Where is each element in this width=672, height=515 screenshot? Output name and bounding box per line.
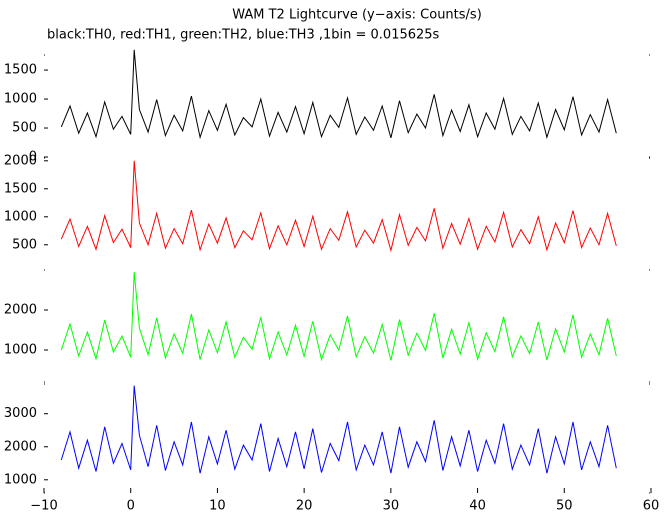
y-tick-label: 500 [12,121,37,136]
x-tick-label: 40 [469,499,486,514]
y-tick-label: 2000 [4,303,37,318]
chart-subtitle: black:TH0, red:TH1, green:TH2, blue:TH3 … [47,28,440,43]
x-tick-label: 0 [127,499,135,514]
x-tick-label: 10 [209,499,226,514]
x-tick-label: 30 [383,499,400,514]
lightcurve-line [60,49,617,140]
y-tick-label: 0 [29,150,37,165]
y-tick-label: 1000 [4,92,37,107]
lightcurve-line [60,385,617,474]
y-tick-label: 1000 [4,472,37,487]
lightcurve-line [60,271,617,362]
x-tick-label: 60 [643,499,660,514]
x-tick-label: 50 [556,499,573,514]
chart-title: WAM T2 Lightcurve (y−axis: Counts/s) [232,8,482,23]
y-tick-label: 2000 [4,153,37,168]
y-tick-label: 1500 [4,181,37,196]
y-tick-label: 500 [12,237,37,252]
x-tick-label: 20 [296,499,313,514]
y-tick-label: 1500 [4,63,37,78]
lightcurve-line [60,160,617,253]
x-tick-label: −10 [30,499,57,514]
y-tick-label: 2000 [4,439,37,454]
y-tick-label: 1000 [4,209,37,224]
y-tick-label: 1000 [4,343,37,358]
y-tick-label: 3000 [4,406,37,421]
